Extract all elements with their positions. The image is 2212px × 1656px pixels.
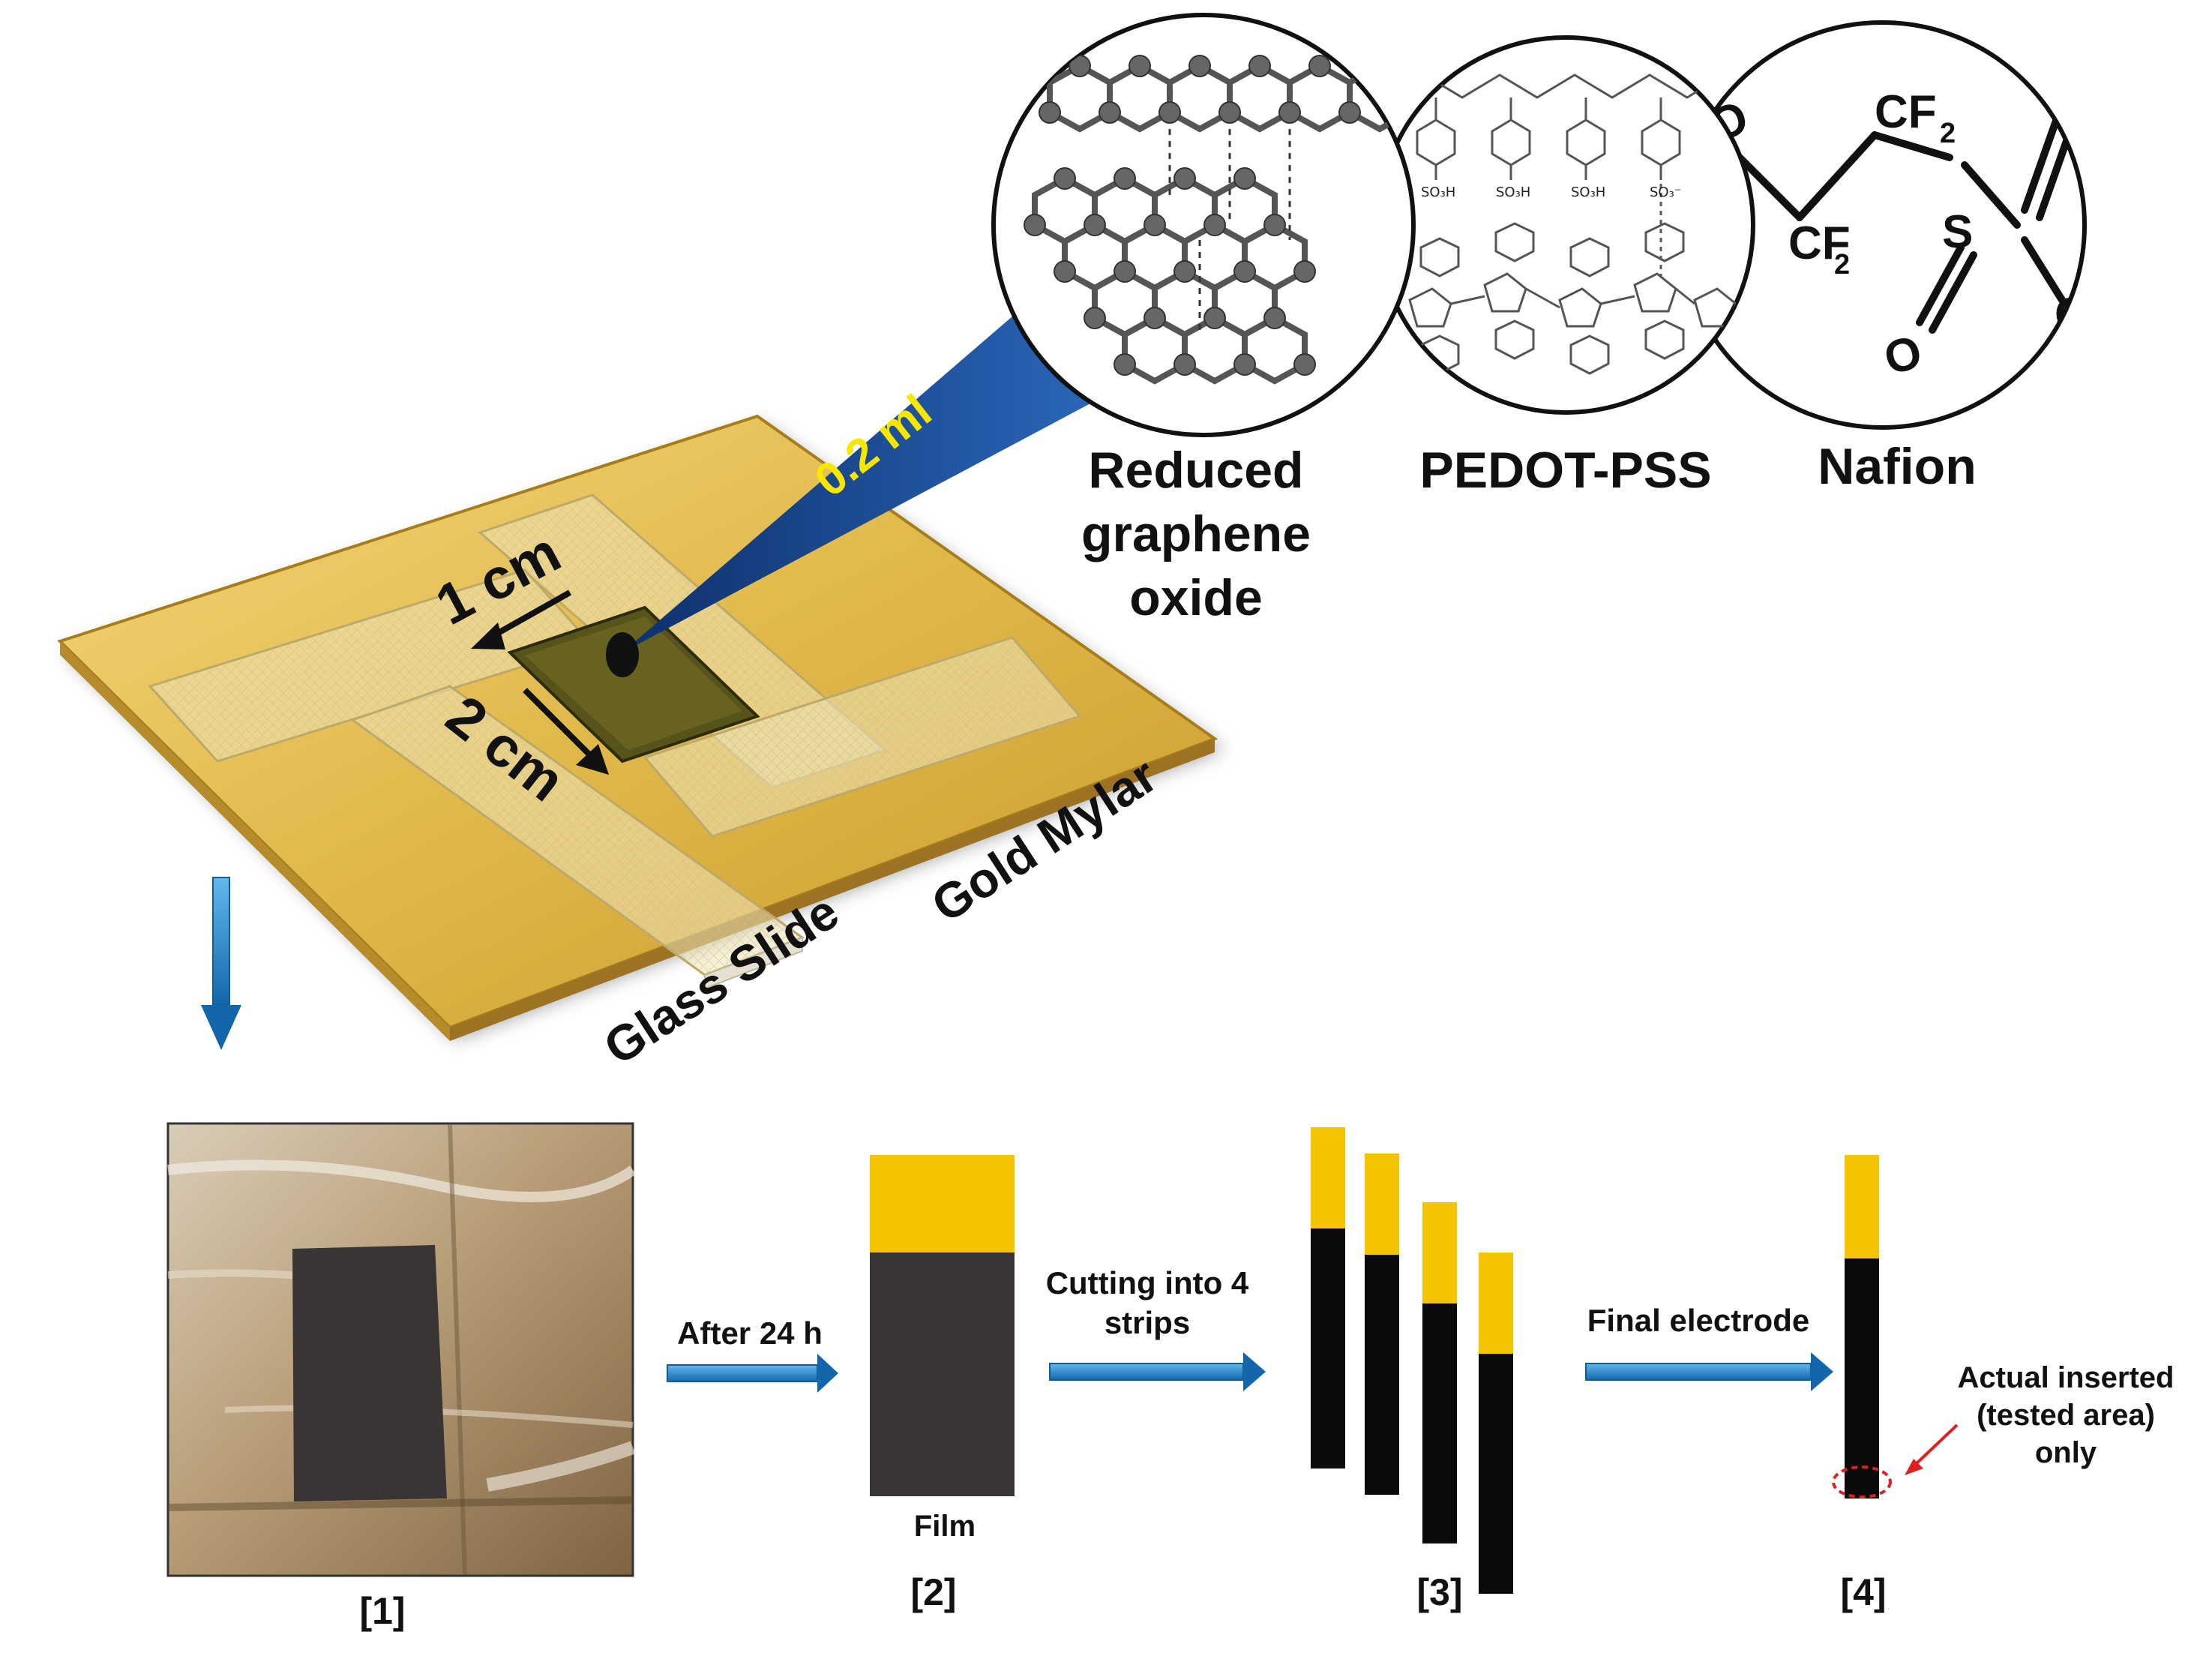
width-arrow [486,590,571,642]
after-24h-label: After 24 h [677,1316,823,1351]
rgo-structure [991,13,1416,437]
step1-photo [166,1122,637,1577]
drop-icon [606,632,639,677]
step4-electrode [1832,1155,1892,1498]
nafion-cf2-b-sub: 2 [1834,249,1850,280]
step2-label: [2] [910,1571,956,1613]
nafion-cf2-a-sub: 2 [1940,118,1956,149]
pss-group-4: SO₃⁻ [1650,184,1681,200]
strip-3-black [1422,1304,1457,1544]
gold-mylar-edge-front [450,739,1215,1041]
step4-label: [4] [1840,1571,1886,1613]
final-electrode-label: Final electrode [1587,1303,1809,1338]
zoom-beam [622,302,1092,652]
cutting-label-line1: Cutting into 4 [1046,1265,1249,1300]
rgo-caption-line1: Reduced [1088,442,1303,499]
strip-1-black [1311,1228,1345,1468]
tested-area-marker [1832,1466,1892,1498]
electrode-black [1845,1258,1879,1498]
nafion-cf2-a: CF [1875,86,1937,138]
rgo-caption: Reduced graphene oxide [1081,442,1311,626]
strip-4-black [1479,1354,1513,1594]
nafion-caption: Nafion [1818,438,1977,495]
pss-group-1: SO₃H [1421,184,1455,200]
tested-area-pointer [1905,1424,1959,1475]
down-arrow [201,877,241,1050]
tested-area-line1: Actual inserted [1958,1361,2175,1394]
rgo-caption-line2: graphene [1081,506,1311,562]
nafion-s: S [1942,206,1973,258]
arrow-cutting [1049,1352,1266,1391]
strip-2-gold [1365,1154,1399,1255]
arrow-after-24h [667,1354,838,1393]
tested-area-line2: (tested area) [1977,1399,2155,1432]
arrow-final-electrode [1585,1352,1833,1391]
strip-4-gold [1479,1252,1513,1354]
glass-slide-edge [704,936,803,990]
film-well-shine [525,616,742,750]
gold-mylar-edge [60,641,450,1041]
pedot-pss-caption: PEDOT-PSS [1419,442,1711,499]
step3-label: [3] [1416,1571,1462,1613]
strip-3-gold [1422,1202,1457,1304]
rgo-caption-line3: oxide [1129,569,1263,626]
film-label: Film [914,1510,976,1543]
length-arrowhead [576,744,609,775]
pss-group-2: SO₃H [1496,184,1530,200]
strip-2-black [1365,1255,1399,1495]
strip-1-gold [1311,1127,1345,1228]
tested-area-line3: only [2035,1436,2097,1469]
glass-strip-right [643,636,1082,838]
length-arrow [523,688,595,760]
film-gold-top [870,1155,1015,1252]
cutting-label-line2: strips [1105,1305,1190,1340]
substrate-assembly [57,414,1218,1041]
electrode-gold [1845,1155,1879,1258]
step1-label: [1] [359,1590,405,1632]
cast-film-photo [292,1245,447,1502]
step2-film [870,1155,1015,1496]
width-arrowhead [471,622,505,650]
nafion-cf2-b: CF [1788,218,1851,269]
step3-strips [1311,1127,1513,1594]
pss-group-3: SO₃H [1571,184,1605,200]
pedot-chain [1408,222,1737,375]
film-black [870,1252,1015,1496]
nafion-structure: O CF 2 CF 2 S O OH [1677,20,2087,430]
pedot-pss-structure: SO₃H SO₃H SO₃H SO₃⁻ [1376,35,1755,415]
pss-rings [1416,98,1681,180]
